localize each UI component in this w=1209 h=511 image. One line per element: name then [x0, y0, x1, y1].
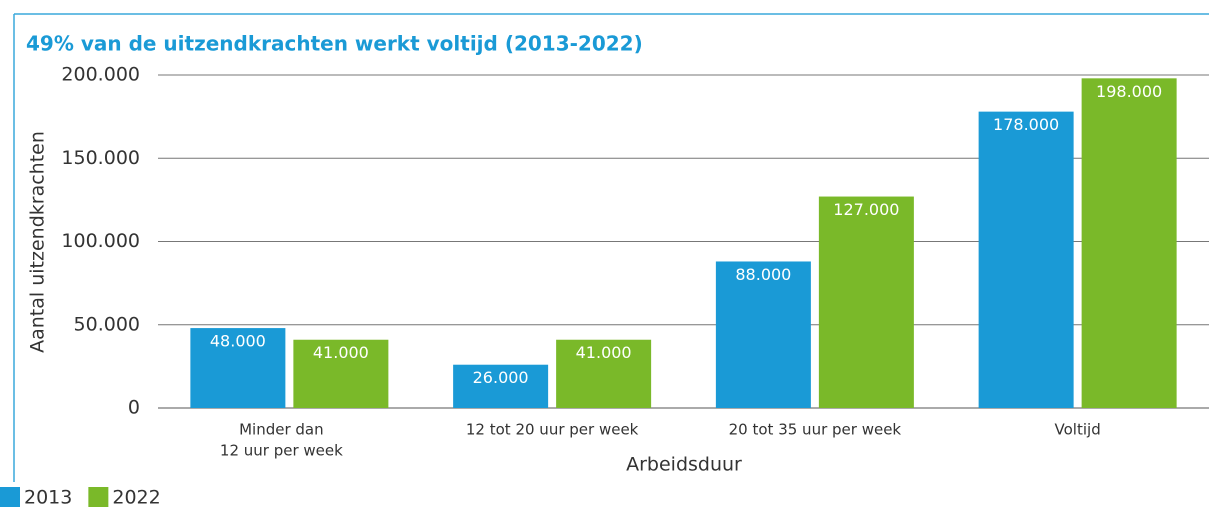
- legend-label: 2013: [24, 487, 72, 509]
- value-label: 88.000: [735, 265, 791, 284]
- x-axis-label: Arbeidsduur: [626, 454, 742, 476]
- x-tick-label: Minder dan: [239, 421, 324, 439]
- y-tick-label: 100.000: [61, 230, 140, 252]
- value-label: 26.000: [473, 368, 529, 387]
- chart-title: 49% van de uitzendkrachten werkt voltijd…: [26, 32, 643, 56]
- legend-label: 2022: [112, 487, 160, 509]
- bar: [293, 339, 389, 408]
- bar: [818, 196, 914, 408]
- y-axis-label: Aantal uitzendkrachten: [27, 131, 49, 353]
- x-tick-label: 20 tot 35 uur per week: [729, 421, 902, 439]
- legend-swatch: [88, 487, 109, 507]
- x-tick-label: 12 uur per week: [220, 442, 343, 460]
- value-label: 41.000: [313, 343, 369, 362]
- legend-swatch: [0, 487, 20, 507]
- y-tick-label: 50.000: [74, 313, 140, 335]
- y-tick-label: 150.000: [61, 147, 140, 169]
- bar: [453, 364, 549, 408]
- value-label: 48.000: [210, 332, 266, 351]
- bar: [978, 111, 1074, 408]
- value-label: 41.000: [576, 343, 632, 362]
- bar: [1081, 78, 1177, 408]
- value-label: 127.000: [833, 200, 899, 219]
- bar: [556, 339, 652, 408]
- y-tick-label: 200.000: [61, 64, 140, 86]
- x-tick-label: 12 tot 20 uur per week: [466, 421, 639, 439]
- y-tick-label: 0: [128, 397, 140, 419]
- bar: [190, 328, 286, 408]
- x-tick-label: Voltijd: [1055, 421, 1101, 439]
- value-label: 178.000: [993, 115, 1059, 134]
- bar: [715, 261, 811, 408]
- value-label: 198.000: [1096, 82, 1162, 101]
